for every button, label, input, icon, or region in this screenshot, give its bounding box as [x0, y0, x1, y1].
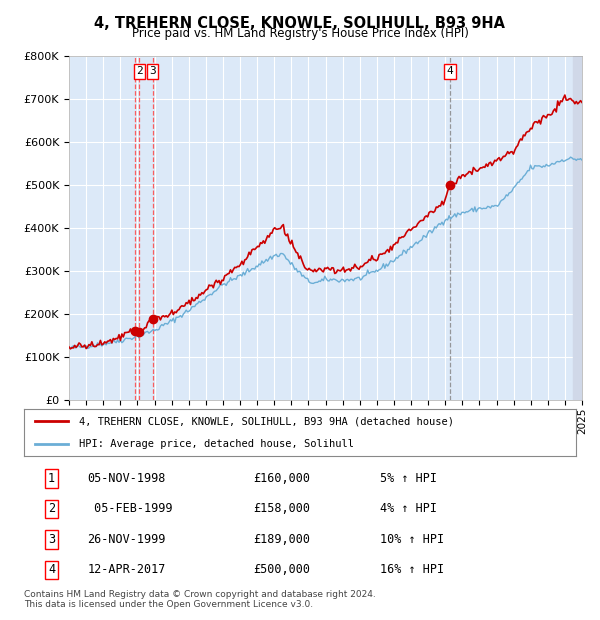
Text: 5% ↑ HPI: 5% ↑ HPI: [380, 472, 437, 485]
Text: 3: 3: [48, 533, 55, 546]
Text: Price paid vs. HM Land Registry's House Price Index (HPI): Price paid vs. HM Land Registry's House …: [131, 27, 469, 40]
Text: Contains HM Land Registry data © Crown copyright and database right 2024.: Contains HM Land Registry data © Crown c…: [24, 590, 376, 600]
Text: 4: 4: [446, 66, 454, 76]
Text: £158,000: £158,000: [253, 502, 310, 515]
Text: 1: 1: [48, 472, 55, 485]
Text: 05-FEB-1999: 05-FEB-1999: [88, 502, 173, 515]
Text: £160,000: £160,000: [253, 472, 310, 485]
Text: 2: 2: [136, 66, 142, 76]
Text: 4: 4: [48, 564, 55, 577]
Text: 2: 2: [48, 502, 55, 515]
Text: 12-APR-2017: 12-APR-2017: [88, 564, 166, 577]
Text: 4% ↑ HPI: 4% ↑ HPI: [380, 502, 437, 515]
Text: 3: 3: [149, 66, 156, 76]
Text: 16% ↑ HPI: 16% ↑ HPI: [380, 564, 444, 577]
Text: £189,000: £189,000: [253, 533, 310, 546]
Text: 4, TREHERN CLOSE, KNOWLE, SOLIHULL, B93 9HA (detached house): 4, TREHERN CLOSE, KNOWLE, SOLIHULL, B93 …: [79, 416, 454, 427]
Text: £500,000: £500,000: [253, 564, 310, 577]
Text: This data is licensed under the Open Government Licence v3.0.: This data is licensed under the Open Gov…: [24, 600, 313, 609]
Bar: [574, 56, 582, 400]
Text: 05-NOV-1998: 05-NOV-1998: [88, 472, 166, 485]
Bar: [574, 56, 582, 400]
Text: 26-NOV-1999: 26-NOV-1999: [88, 533, 166, 546]
Text: 4, TREHERN CLOSE, KNOWLE, SOLIHULL, B93 9HA: 4, TREHERN CLOSE, KNOWLE, SOLIHULL, B93 …: [95, 16, 505, 30]
Text: 10% ↑ HPI: 10% ↑ HPI: [380, 533, 444, 546]
Text: HPI: Average price, detached house, Solihull: HPI: Average price, detached house, Soli…: [79, 438, 354, 449]
